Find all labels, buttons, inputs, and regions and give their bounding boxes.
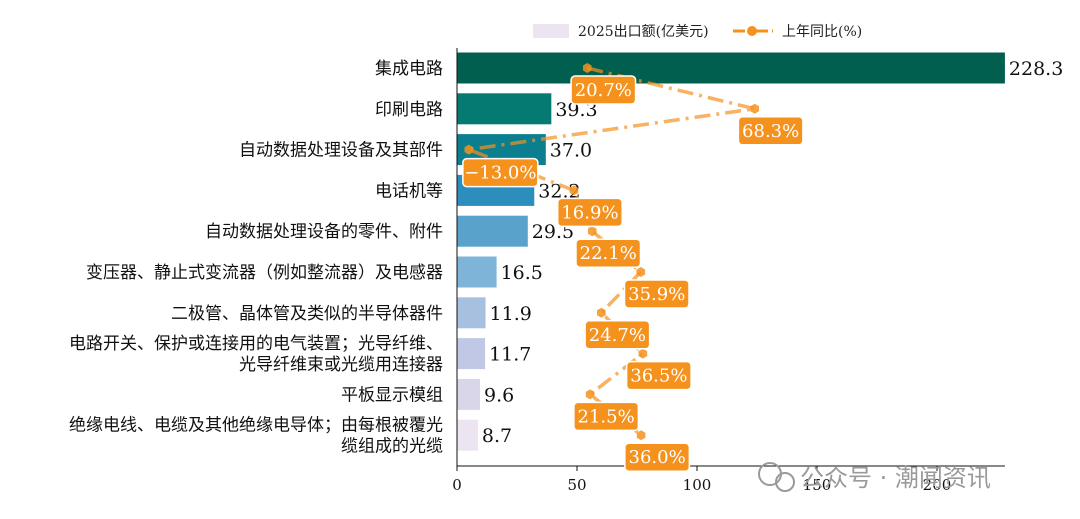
yoy-label-box bbox=[575, 238, 642, 268]
bar-value-label: 9.6 bbox=[484, 384, 514, 406]
yoy-label-box bbox=[737, 116, 804, 146]
bar-value-label: 11.7 bbox=[489, 344, 531, 366]
category-label: 变压器、静止式变流器（例如整流器）及电感器 bbox=[86, 263, 443, 283]
yoy-label: 16.9% bbox=[561, 202, 618, 223]
category-label: 光导纤维束或光缆用连接器 bbox=[239, 355, 443, 375]
bar-value-label: 228.3 bbox=[1009, 58, 1063, 80]
category-label: 集成电路 bbox=[375, 59, 443, 79]
legend-bar-label: 2025出口额(亿美元) bbox=[578, 24, 709, 40]
bar-value-label: 11.9 bbox=[490, 303, 532, 325]
yoy-label: 36.0% bbox=[629, 447, 686, 468]
bar-value-label: 37.0 bbox=[550, 140, 592, 162]
x-axis: 0 50 100 150 200 bbox=[452, 48, 1005, 494]
yoy-label-box bbox=[462, 157, 539, 188]
category-label: 印刷电路 bbox=[375, 100, 443, 120]
category-label: 平板显示模组 bbox=[341, 385, 443, 405]
yoy-label: 21.5% bbox=[578, 406, 635, 427]
watermark-text: 公众号 · 潮闻资讯 bbox=[800, 464, 991, 492]
category-label: 自动数据处理设备及其部件 bbox=[239, 141, 443, 161]
yoy-label-box bbox=[570, 75, 637, 105]
yoy-marker bbox=[464, 144, 474, 155]
x-tick-label: 100 bbox=[683, 476, 712, 494]
x-tick-label: 50 bbox=[567, 476, 586, 494]
legend-line-marker bbox=[747, 26, 757, 36]
yoy-label: 68.3% bbox=[742, 121, 799, 142]
yoy-label: 36.5% bbox=[630, 366, 687, 387]
x-tick-label: 150 bbox=[803, 476, 832, 494]
yoy-label-box bbox=[584, 320, 651, 350]
yoy-line-layer: 20.7% 68.3% −13.0% 16.9% 22.1% 35.9% 24.7% 36.5… bbox=[461, 63, 804, 472]
category-label: 绝缘电线、电缆及其他绝缘电导体；由每根被覆光 bbox=[69, 416, 443, 436]
bar bbox=[457, 52, 1005, 84]
bar bbox=[457, 256, 497, 288]
bar bbox=[457, 93, 552, 125]
yoy-label-box bbox=[624, 442, 691, 472]
yoy-label: 20.7% bbox=[575, 80, 632, 101]
yoy-marker bbox=[636, 267, 646, 277]
bar bbox=[457, 297, 486, 329]
yoy-marker bbox=[569, 185, 579, 196]
yoy-marker bbox=[585, 389, 595, 400]
category-label: 电话机等 bbox=[375, 181, 443, 201]
x-tick-label: 0 bbox=[452, 476, 462, 494]
yoy-label-box bbox=[625, 360, 692, 391]
yoy-marker bbox=[583, 63, 592, 73]
yoy-marker bbox=[597, 307, 606, 318]
category-label: 二极管、晶体管及类似的半导体器件 bbox=[171, 304, 443, 324]
yoy-label: −13.0% bbox=[464, 163, 536, 184]
bar bbox=[457, 215, 528, 247]
yoy-label: 22.1% bbox=[580, 243, 637, 264]
bar bbox=[457, 419, 478, 451]
yoy-label-box bbox=[623, 279, 690, 309]
legend-line-label: 上年同比(%) bbox=[782, 24, 862, 40]
category-label: 电路开关、保护或连接用的电气装置；光导纤维、 bbox=[69, 334, 443, 354]
category-label: 自动数据处理设备的零件、附件 bbox=[205, 222, 443, 242]
legend: 2025出口额(亿美元) 上年同比(%) bbox=[533, 24, 862, 40]
bar bbox=[457, 338, 486, 370]
bar-value-label: 16.5 bbox=[501, 262, 543, 284]
bar-value-label: 32.2 bbox=[538, 180, 580, 202]
yoy-label-box bbox=[573, 401, 640, 432]
yoy-label: 24.7% bbox=[589, 325, 646, 346]
yoy-label: 35.9% bbox=[628, 284, 685, 305]
yoy-marker bbox=[636, 430, 646, 441]
category-label: 缆组成的光缆 bbox=[341, 437, 443, 457]
yoy-marker bbox=[638, 348, 648, 359]
yoy-line bbox=[461, 66, 756, 437]
legend-bar-swatch bbox=[533, 24, 569, 38]
bar-value-label: 8.7 bbox=[482, 425, 512, 447]
yoy-marker bbox=[587, 226, 597, 237]
wechat-icon-2 bbox=[775, 472, 795, 492]
yoy-marker bbox=[750, 103, 759, 114]
watermark: 公众号 · 潮闻资讯 bbox=[758, 462, 991, 492]
bar bbox=[457, 378, 481, 410]
yoy-label-box bbox=[556, 197, 623, 228]
x-tick-label: 200 bbox=[923, 476, 952, 494]
